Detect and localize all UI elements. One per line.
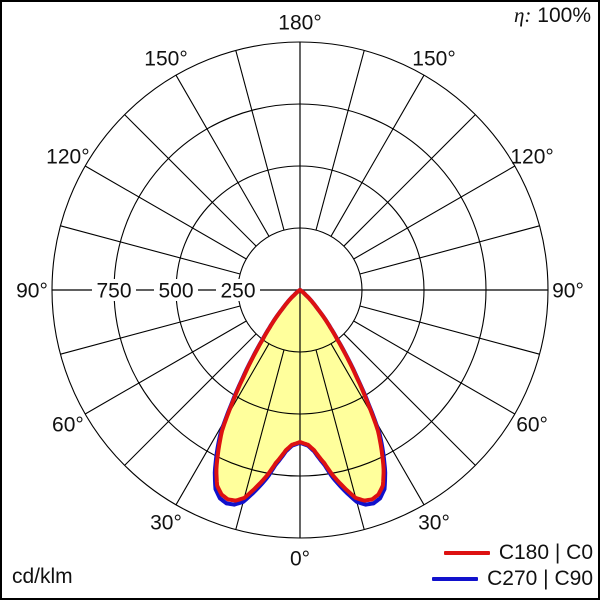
grid-spoke [343,333,476,466]
legend-label-c90: C270 | C90 [487,567,593,590]
angle-tick-label: 150° [144,47,187,70]
angle-tick-label: 120° [46,145,89,168]
legend-item-c90: C270 | C90 [432,567,593,591]
grid-spoke [175,74,270,237]
grid-spoke [353,320,516,415]
radial-tick-label: 500 [158,279,193,302]
grid-spoke [60,225,241,275]
radial-tick-backing [217,279,259,301]
radial-tick-label: 250 [220,279,255,302]
grid-spoke [124,114,257,247]
grid-spoke [84,165,247,260]
legend-line-c90-icon [432,577,479,581]
tick-label-layer: 250 500 750 0° 30° 30° 60° 60° 90° 90° 120° 120° 150… [16,11,584,570]
grid-spoke [124,333,257,466]
polar-grid-layer [51,41,549,539]
grid-spoke [359,225,540,275]
angle-tick-label: 150° [412,47,455,70]
angle-tick-label: 30° [418,511,450,534]
legend-line-c0-icon [443,551,490,555]
grid-spoke [343,114,476,247]
legend-label-c0: C180 | C0 [498,541,593,564]
intensity-curve-c0-c180 [214,288,386,503]
radial-tick-backing [93,279,135,301]
angle-tick-label: 0° [290,547,310,570]
grid-spoke [235,50,285,231]
grid-spoke [359,305,540,355]
efficiency-value: 100% [537,4,591,27]
grid-spoke [60,305,241,355]
grid-spoke [84,320,247,415]
legend: C180 | C0 C270 | C90 [432,541,593,591]
grid-spoke [330,74,425,237]
angle-tick-label: 30° [150,511,182,534]
radial-tick-backing [155,279,197,301]
angle-tick-label: 180° [278,11,321,34]
angle-tick-label: 120° [510,145,553,168]
intensity-curve-layer [212,288,388,507]
efficiency-readout: η: 100% [514,3,591,28]
legend-item-c0: C180 | C0 [432,541,593,565]
grid-spoke [315,50,365,231]
unit-label: cd/klm [12,565,73,588]
angle-tick-label: 90° [552,279,584,302]
eta-symbol: η: [514,3,532,27]
angle-tick-label: 90° [16,279,48,302]
angle-tick-label: 60° [52,413,84,436]
grid-spoke [353,165,516,260]
radial-tick-label: 750 [96,279,131,302]
angle-tick-label: 60° [516,413,548,436]
